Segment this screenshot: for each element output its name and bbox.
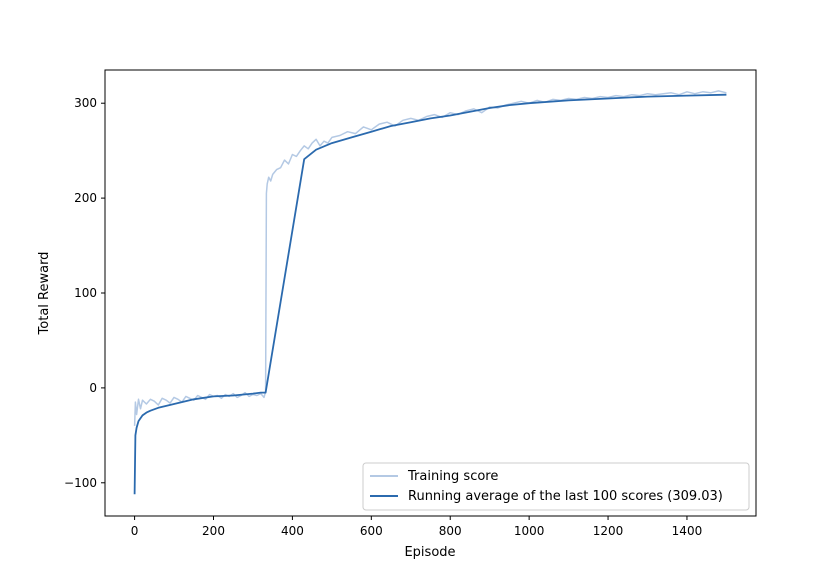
y-tick-label: −100 — [64, 476, 97, 490]
y-tick-label: 200 — [74, 191, 97, 205]
x-axis: 0 200 400 600 800 1000 1200 1400 — [131, 516, 702, 538]
x-tick-label: 1200 — [593, 524, 624, 538]
series-line-1 — [133, 93, 727, 495]
x-axis-label: Episode — [404, 545, 455, 560]
x-tick-label: 800 — [439, 524, 462, 538]
x-tick-label: 1000 — [514, 524, 545, 538]
x-tick-label: 200 — [202, 524, 225, 538]
series-layer — [133, 90, 727, 495]
legend-label-training-score: Training score — [407, 469, 498, 484]
y-tick-label: 0 — [89, 381, 97, 395]
legend: Training score Running average of the la… — [362, 462, 750, 511]
y-tick-label: 100 — [74, 286, 97, 300]
legend-label-running-average: Running average of the last 100 scores (… — [408, 489, 723, 504]
x-tick-label: 1400 — [672, 524, 703, 538]
x-tick-label: 0 — [131, 524, 139, 538]
y-tick-label: 300 — [74, 96, 97, 110]
y-axis-label: Total Reward — [37, 252, 52, 336]
x-tick-label: 600 — [360, 524, 383, 538]
legend-box — [362, 462, 750, 511]
x-tick-label: 400 — [281, 524, 304, 538]
y-axis: −100 0 100 200 300 — [64, 96, 105, 490]
